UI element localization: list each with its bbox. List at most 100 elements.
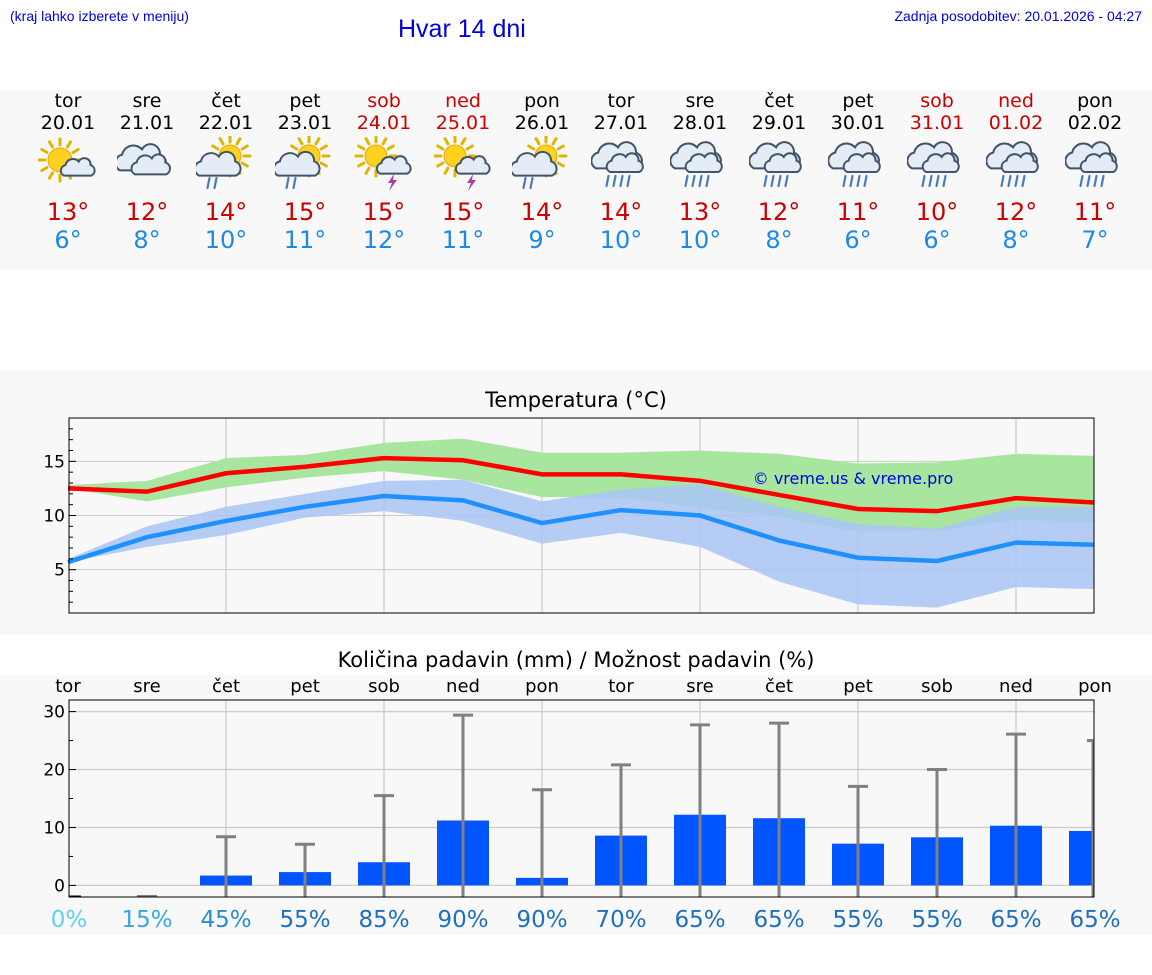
rain-drop bbox=[691, 174, 696, 188]
rain-drop bbox=[1014, 174, 1019, 188]
sun-ray bbox=[364, 137, 371, 146]
day-name: sob bbox=[920, 90, 954, 112]
day-name: sre bbox=[685, 90, 715, 112]
rain-drop bbox=[1100, 174, 1105, 188]
max-temp: 12° bbox=[757, 198, 801, 226]
day-date: 01.02 bbox=[988, 112, 1044, 134]
max-temp: 14° bbox=[520, 198, 564, 226]
day-name: tor bbox=[54, 90, 82, 112]
min-temp: 8° bbox=[765, 226, 793, 254]
sun-cloud-icon bbox=[38, 137, 96, 183]
rain-drop bbox=[849, 174, 854, 188]
cloud-shape bbox=[605, 152, 644, 173]
cloud-rain-icon bbox=[986, 141, 1039, 188]
min-temp: 8° bbox=[1002, 226, 1030, 254]
day-column: sre 28.01 13° 10° bbox=[660, 90, 740, 254]
day-name: pet bbox=[842, 90, 874, 112]
cloud-rain-icon bbox=[986, 141, 1039, 188]
sun-storm-icon bbox=[433, 136, 491, 191]
sun-ray bbox=[364, 166, 371, 175]
lightning-bolt bbox=[467, 174, 476, 191]
sun-ray bbox=[297, 137, 304, 146]
cloud-shape bbox=[921, 152, 960, 173]
rain-drop bbox=[928, 174, 933, 188]
rain-drop bbox=[612, 174, 617, 188]
rain-drop bbox=[1086, 174, 1091, 188]
rain-drop bbox=[698, 174, 703, 188]
min-temp: 8° bbox=[133, 226, 161, 254]
sun-ray bbox=[436, 161, 445, 168]
rain-drop bbox=[763, 174, 768, 188]
cloud-shape bbox=[1000, 152, 1039, 173]
min-temp: 10° bbox=[204, 226, 248, 254]
day-column: ned 25.01 15° 11° bbox=[423, 90, 503, 254]
rain-drop bbox=[770, 174, 775, 188]
precip-title: Količina padavin (mm) / Možnost padavin … bbox=[337, 648, 815, 672]
cloud-rain-icon bbox=[670, 141, 723, 188]
day-name: sre bbox=[132, 90, 162, 112]
cloud-shape bbox=[130, 153, 171, 176]
cloud-rain-icon bbox=[670, 141, 723, 188]
sun-ray bbox=[386, 144, 395, 151]
page-title: Hvar 14 dni bbox=[398, 15, 526, 43]
max-temp: 12° bbox=[994, 198, 1038, 226]
sun-ray bbox=[48, 140, 54, 149]
cloud-shape bbox=[454, 155, 491, 175]
sun-ray bbox=[218, 137, 225, 146]
cloud-rain-icon bbox=[1065, 141, 1118, 188]
day-column: tor 20.01 13° 6° bbox=[28, 90, 108, 254]
day-column: pet 23.01 15° 11° bbox=[265, 90, 345, 254]
min-temp: 7° bbox=[1081, 226, 1109, 254]
sun-ray bbox=[381, 137, 388, 146]
sun-ray bbox=[357, 161, 366, 168]
cloud-shape bbox=[763, 152, 802, 173]
rain-drop bbox=[1000, 174, 1005, 188]
sun-ray bbox=[240, 144, 249, 151]
rain-drop bbox=[684, 174, 689, 188]
sun-ray bbox=[235, 137, 242, 146]
max-temp: 11° bbox=[1073, 198, 1117, 226]
sun-ray bbox=[436, 144, 445, 151]
min-temp: 10° bbox=[599, 226, 643, 254]
rain-drop bbox=[1079, 174, 1084, 188]
sun-ray bbox=[465, 144, 474, 151]
sun-ray bbox=[48, 171, 54, 180]
cloud-shape bbox=[684, 152, 723, 173]
day-date: 20.01 bbox=[40, 112, 96, 134]
rain-drop bbox=[863, 174, 868, 188]
min-temp: 6° bbox=[844, 226, 872, 254]
sun-storm-icon bbox=[354, 136, 412, 191]
rain-drop bbox=[842, 174, 847, 188]
cloud-shape bbox=[512, 150, 558, 177]
min-temp: 9° bbox=[528, 226, 556, 254]
sun-ray bbox=[319, 144, 328, 151]
lightning-bolt bbox=[388, 174, 397, 191]
max-temp: 12° bbox=[125, 198, 169, 226]
sun-cloud-rain-icon bbox=[275, 136, 331, 190]
day-column: sob 24.01 15° 12° bbox=[344, 90, 424, 254]
cloud-rain-icon bbox=[591, 141, 644, 188]
max-temp: 15° bbox=[362, 198, 406, 226]
day-column: pon 26.01 14° 9° bbox=[502, 90, 582, 254]
sun-ray bbox=[314, 137, 321, 146]
rain-drop bbox=[605, 174, 610, 188]
sun-ray bbox=[71, 148, 80, 154]
sun-ray bbox=[40, 166, 49, 172]
day-name: čet bbox=[764, 90, 794, 112]
day-date: 31.01 bbox=[909, 112, 965, 134]
day-name: ned bbox=[445, 90, 481, 112]
day-name: sob bbox=[367, 90, 401, 112]
sun-ray bbox=[460, 137, 467, 146]
sun-ray bbox=[240, 161, 249, 168]
cloud-icon bbox=[117, 143, 171, 176]
last-update: Zadnja posodobitev: 20.01.2026 - 04:27 bbox=[894, 8, 1142, 24]
rain-drop bbox=[619, 174, 624, 188]
min-temp: 6° bbox=[923, 226, 951, 254]
day-date: 25.01 bbox=[435, 112, 491, 134]
day-date: 22.01 bbox=[198, 112, 254, 134]
min-temp: 11° bbox=[441, 226, 485, 254]
day-column: pon 02.02 11° 7° bbox=[1055, 90, 1135, 254]
cloud-rain-icon bbox=[907, 141, 960, 188]
rain-drop bbox=[522, 176, 527, 190]
day-column: čet 29.01 12° 8° bbox=[739, 90, 819, 254]
